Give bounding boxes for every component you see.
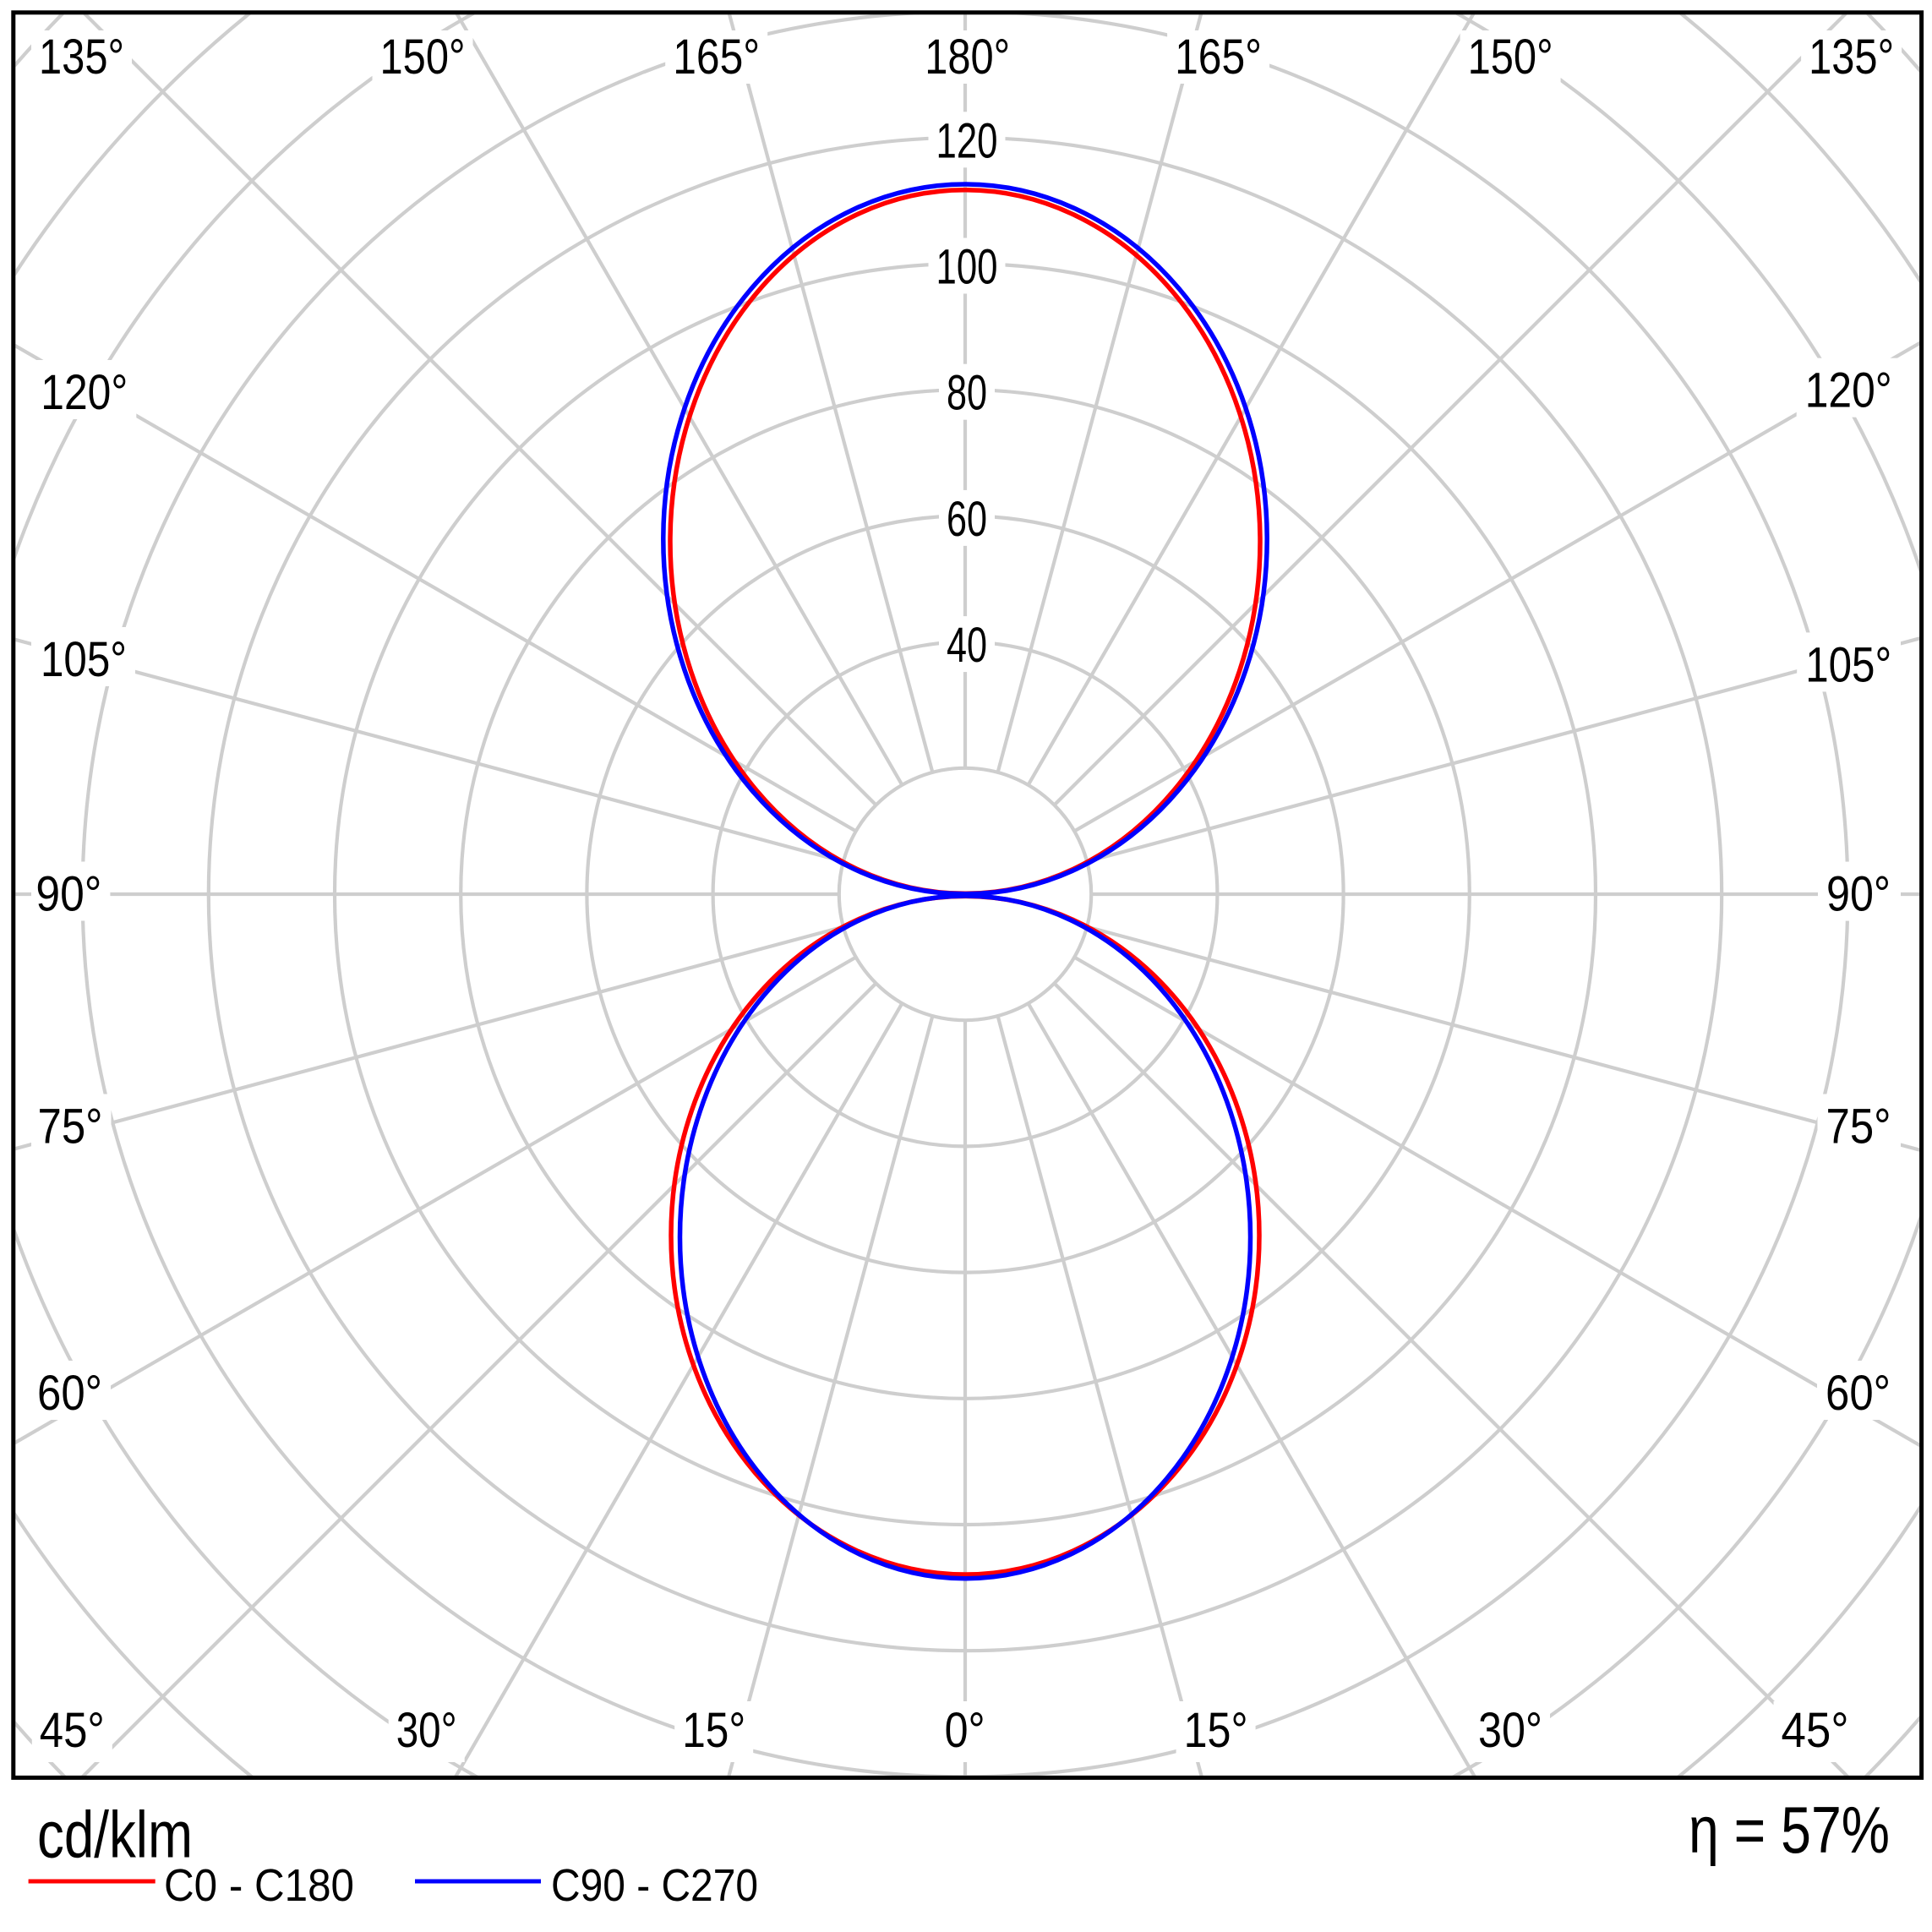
svg-text:η = 57%: η = 57% [1689,1793,1890,1867]
svg-text:80: 80 [947,366,987,421]
svg-text:40: 40 [947,618,987,673]
svg-text:120°: 120° [1805,363,1892,418]
svg-text:150°: 150° [1468,30,1553,85]
svg-text:150°: 150° [380,30,466,85]
svg-text:90°: 90° [1826,867,1891,922]
svg-text:cd/klm: cd/klm [37,1798,193,1872]
svg-text:45°: 45° [40,1703,105,1758]
svg-text:105°: 105° [41,632,127,687]
svg-text:165°: 165° [673,30,760,85]
svg-text:30°: 30° [1478,1703,1542,1758]
svg-text:120°: 120° [41,365,128,420]
svg-text:75°: 75° [1826,1100,1891,1154]
svg-text:0°: 0° [945,1703,985,1758]
svg-text:180°: 180° [925,30,1010,85]
svg-text:75°: 75° [38,1100,103,1154]
svg-text:60°: 60° [1826,1366,1891,1421]
svg-text:90°: 90° [35,867,101,922]
svg-text:60°: 60° [37,1366,102,1421]
svg-text:15°: 15° [682,1703,745,1758]
svg-text:C90 - C270: C90 - C270 [551,1860,758,1911]
svg-text:105°: 105° [1805,637,1891,692]
svg-text:135°: 135° [39,30,124,85]
svg-text:30°: 30° [396,1703,457,1758]
svg-text:135°: 135° [1809,30,1894,85]
svg-text:C0 - C180: C0 - C180 [164,1860,354,1911]
svg-text:120: 120 [936,113,998,168]
svg-text:45°: 45° [1782,1703,1849,1758]
svg-text:15°: 15° [1184,1703,1248,1758]
svg-text:60: 60 [947,492,987,547]
svg-text:100: 100 [936,240,998,295]
svg-text:165°: 165° [1175,30,1262,85]
